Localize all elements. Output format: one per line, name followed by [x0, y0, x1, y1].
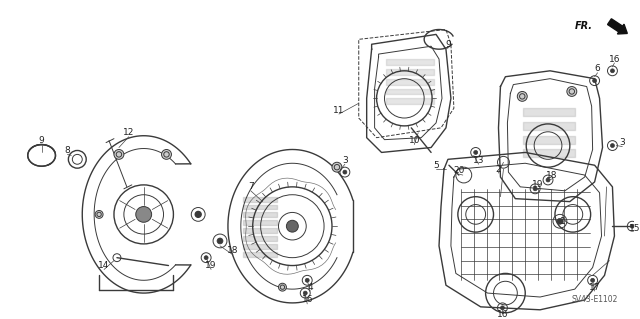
Text: 20: 20	[453, 166, 465, 174]
Text: 16: 16	[497, 310, 508, 319]
Circle shape	[474, 151, 477, 154]
Text: 11: 11	[333, 106, 345, 115]
Circle shape	[303, 291, 307, 295]
Circle shape	[593, 79, 596, 83]
Circle shape	[533, 187, 537, 191]
Circle shape	[546, 178, 550, 182]
Text: 3: 3	[342, 156, 348, 165]
Text: 2: 2	[495, 165, 501, 174]
Text: 3: 3	[620, 138, 625, 147]
Circle shape	[136, 206, 152, 222]
Text: 15: 15	[628, 224, 640, 233]
Text: 10: 10	[408, 136, 420, 145]
Circle shape	[114, 150, 124, 159]
Text: 13: 13	[473, 156, 484, 165]
Circle shape	[305, 278, 309, 282]
Text: 19: 19	[205, 261, 217, 270]
Circle shape	[557, 218, 563, 224]
Circle shape	[332, 162, 342, 172]
Text: 14: 14	[99, 261, 109, 270]
Text: 16: 16	[609, 55, 620, 63]
Circle shape	[161, 150, 172, 159]
Text: 1: 1	[560, 217, 566, 226]
Circle shape	[611, 144, 614, 147]
Text: 6: 6	[595, 64, 600, 73]
Text: 8: 8	[65, 146, 70, 155]
Text: 19: 19	[532, 180, 544, 189]
Circle shape	[287, 220, 298, 232]
Text: 18: 18	[547, 171, 557, 180]
Circle shape	[630, 224, 634, 228]
Circle shape	[217, 238, 223, 244]
Circle shape	[611, 69, 614, 73]
Circle shape	[567, 86, 577, 96]
Circle shape	[278, 283, 287, 291]
Circle shape	[500, 306, 504, 310]
Text: 17: 17	[589, 283, 600, 292]
Text: 12: 12	[123, 128, 134, 137]
Circle shape	[195, 211, 201, 217]
FancyArrow shape	[607, 19, 627, 34]
Text: SV43-E1102: SV43-E1102	[572, 295, 618, 304]
Text: 4: 4	[307, 283, 313, 292]
Circle shape	[591, 278, 595, 282]
Text: 9: 9	[39, 136, 45, 145]
Circle shape	[343, 170, 347, 174]
Text: 7: 7	[248, 182, 253, 191]
Text: FR.: FR.	[575, 20, 593, 31]
Circle shape	[204, 256, 208, 260]
Text: 9: 9	[445, 40, 451, 49]
Circle shape	[95, 211, 103, 218]
Text: 5: 5	[433, 161, 439, 170]
Text: 18: 18	[227, 246, 239, 255]
Circle shape	[517, 92, 527, 101]
Text: 16: 16	[301, 295, 313, 304]
